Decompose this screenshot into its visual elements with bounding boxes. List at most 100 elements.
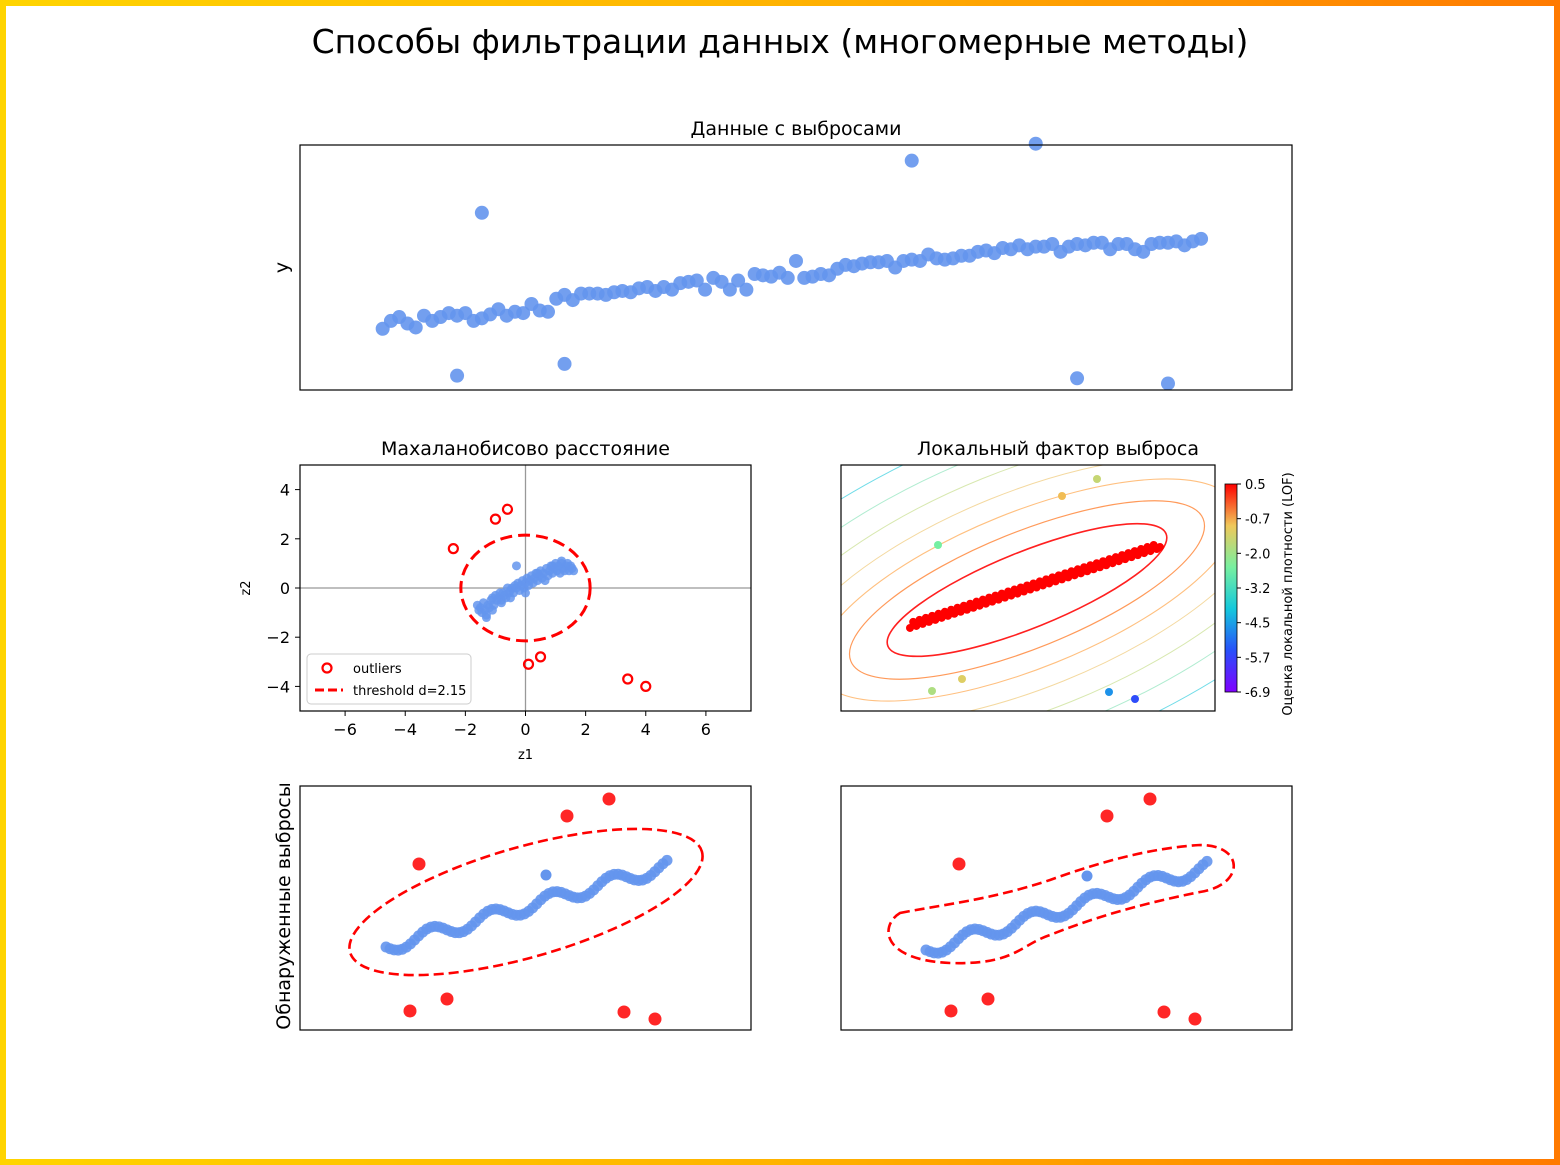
lof-boundary: [887, 843, 1236, 965]
lof-outlier-point: [1093, 475, 1101, 483]
lof-inlier-point: [1000, 593, 1009, 602]
lof-outlier-point: [928, 687, 936, 695]
contour-line: [841, 478, 1215, 702]
raw-point: [739, 282, 754, 297]
x-tick-label: −2: [454, 720, 478, 739]
lof-inlier-point: [1013, 589, 1022, 598]
raw-point: [789, 253, 803, 268]
x-tick-label: −6: [333, 720, 357, 739]
x-tick-label: 4: [641, 720, 651, 739]
lof-inlier-point: [943, 611, 952, 620]
lof-contours: [841, 465, 1215, 711]
inlier-point: [481, 613, 491, 623]
lof-inlier-point: [962, 605, 971, 614]
mahalanobis-outlier: [522, 658, 535, 670]
detected-outlier-point: [981, 992, 995, 1006]
lof-outlier-point: [958, 675, 966, 683]
lof-inlier-point: [1140, 549, 1149, 558]
lof-inlier-point: [1032, 583, 1041, 592]
inlier-point: [496, 598, 506, 608]
threshold-circle: [459, 533, 592, 643]
colorbar: [1224, 483, 1238, 693]
lof-outlier-point: [1058, 492, 1066, 500]
contour-line: [886, 522, 1168, 658]
inlier-point: [533, 568, 543, 578]
raw-outlier-point: [1161, 376, 1175, 391]
z2-axis-label: z2: [239, 580, 254, 595]
detected-outlier-point: [1188, 1012, 1202, 1026]
detected-lof-points: [920, 855, 1213, 959]
legend-outliers-label: outliers: [353, 662, 402, 677]
lof-inlier-point: [1095, 563, 1104, 572]
lof-inlier-point: [1076, 569, 1085, 578]
lof-inlier-point: [931, 615, 940, 624]
raw-y-axis-label: y: [271, 262, 293, 273]
y-tick-label: 0: [280, 579, 290, 598]
detected-outlier-point: [1157, 1005, 1171, 1019]
mahalanobis-outlier: [501, 503, 514, 515]
lof-inlier-point: [1057, 575, 1066, 584]
legend-threshold-label: threshold d=2.15: [353, 684, 466, 699]
detected-outlier-point: [944, 1004, 958, 1018]
legend-outlier-marker: [321, 662, 333, 674]
detected-mahalanobis-points: [380, 854, 673, 956]
lof-inlier-point: [1026, 585, 1035, 594]
raw-point: [731, 273, 746, 288]
colorbar-tick-label: -5.7: [1245, 651, 1270, 666]
inlier-point: [487, 605, 497, 615]
lof-inlier-point: [1089, 565, 1098, 574]
lof-inlier-point: [1121, 555, 1130, 564]
lof-inlier-point: [918, 619, 927, 628]
lof-inlier-point: [1156, 543, 1164, 552]
raw-outlier-point: [557, 356, 572, 371]
y-tick-label: −4: [266, 677, 290, 696]
raw-point: [689, 273, 704, 288]
detected-inlier-point: [661, 854, 673, 866]
lof-inlier-point: [1051, 577, 1060, 586]
detected-outlier-point: [560, 809, 574, 823]
raw-outlier-point: [1070, 371, 1085, 386]
inlier-point: [505, 593, 515, 603]
inlier-point: [569, 566, 579, 576]
legend-box: [306, 653, 472, 705]
colorbar-tick-label: -4.5: [1245, 617, 1270, 632]
lof-inlier-point: [1127, 553, 1136, 562]
mahalanobis-inliers: [472, 556, 579, 623]
raw-points: [375, 136, 1209, 391]
lof-inlier-point: [1146, 547, 1155, 556]
mahalanobis-outlier: [622, 673, 634, 685]
lof-inlier-point: [906, 623, 914, 632]
mahalanobis-outlier: [489, 513, 502, 525]
raw-point: [408, 320, 423, 335]
detected-outlier-point: [403, 1004, 417, 1018]
lof-inlier-point: [981, 599, 990, 608]
lof-inlier-point: [969, 603, 978, 612]
colorbar-tick-label: -6.9: [1245, 686, 1270, 701]
inlier-point: [557, 556, 567, 566]
lof-inlier-point: [1083, 567, 1092, 576]
raw-outlier-point: [904, 153, 919, 168]
x-tick-label: 0: [520, 720, 530, 739]
detected-outlier-point: [1143, 792, 1157, 806]
raw-outlier-point: [474, 205, 489, 220]
raw-outlier-point: [450, 368, 465, 383]
colorbar-tick-label: -3.2: [1245, 582, 1270, 597]
y-tick-label: 4: [280, 481, 290, 500]
colorbar-tick-label: -0.7: [1245, 513, 1270, 528]
detected-outlier-point: [952, 857, 966, 871]
lof-inlier-point: [1070, 571, 1079, 580]
lof-outlier-point: [1105, 688, 1113, 696]
x-tick-label: −4: [393, 720, 417, 739]
lof-inlier-point: [1108, 559, 1117, 568]
contour-line: [848, 500, 1206, 680]
lof-inlier-point: [924, 617, 933, 626]
lof-outlier-point: [934, 541, 942, 549]
detected-outlier-point: [617, 1005, 631, 1019]
lof-inlier-point: [937, 613, 946, 622]
y-tick-label: 2: [280, 530, 290, 549]
contour-line: [841, 465, 1215, 711]
lof-inlier-point: [956, 607, 965, 616]
raw-point: [698, 282, 713, 297]
